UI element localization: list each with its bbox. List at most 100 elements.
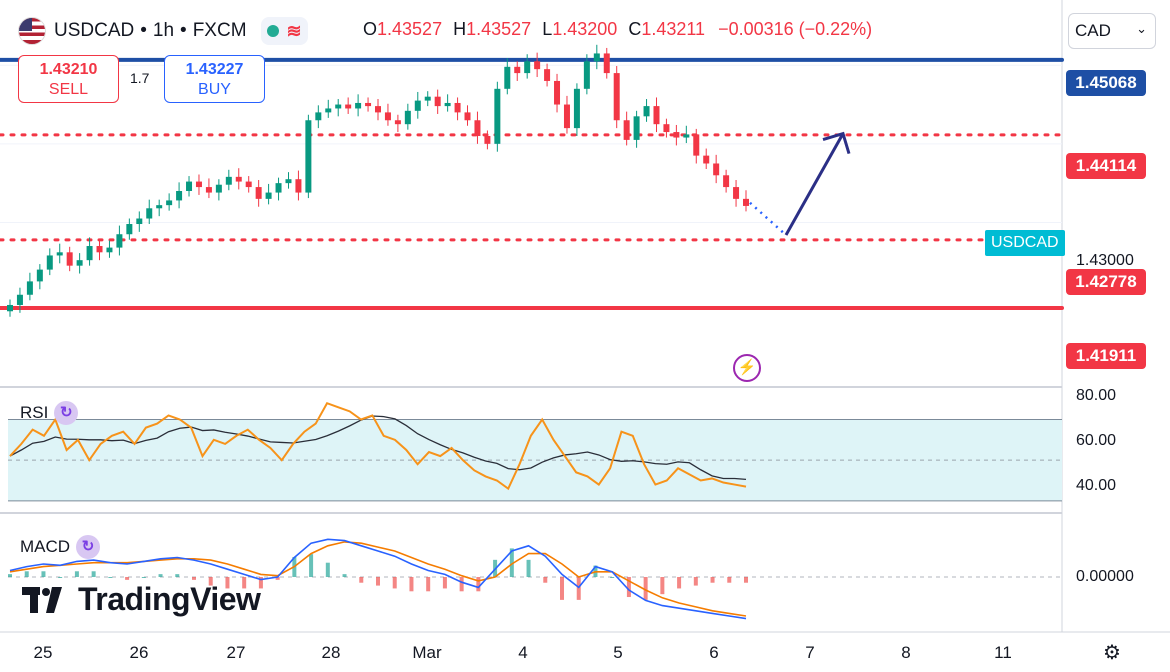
price-tick: 1.43000 [1076, 252, 1134, 269]
macd-histogram-bar [459, 577, 464, 592]
candle-body [633, 116, 640, 140]
candle-body [146, 208, 153, 219]
rsi-tick: 60.00 [1076, 432, 1117, 449]
symbol-name[interactable]: USDCAD [54, 20, 135, 41]
candle-body [534, 61, 541, 70]
buy-button[interactable]: 1.43227 BUY [164, 55, 265, 103]
candle-body [484, 135, 491, 144]
candle-body [713, 163, 720, 176]
candle-body [245, 181, 252, 188]
candle-body [703, 155, 710, 164]
candle-body [524, 61, 531, 74]
tradingview-logo-icon [22, 586, 62, 613]
candle-body [464, 112, 471, 121]
candle-body [136, 218, 143, 225]
macd-histogram-bar [576, 577, 581, 600]
candle-body [176, 191, 183, 201]
macd-legend[interactable]: MACD ↻ [20, 535, 101, 559]
candle-body [623, 120, 630, 140]
macd-histogram-bar [409, 577, 414, 592]
candle-body [46, 255, 53, 270]
price-label-blue-level[interactable]: 1.45068 [1066, 70, 1146, 96]
currency-select[interactable]: CAD ⌄ [1068, 13, 1156, 49]
time-tick: 6 [709, 643, 719, 662]
price-label-resistance[interactable]: 1.44114 [1066, 153, 1146, 179]
projection-arrow-head [822, 131, 851, 155]
low-label: L [542, 19, 553, 39]
open-label: O [363, 19, 378, 39]
price-label-low-level[interactable]: 1.41911 [1066, 343, 1146, 369]
macd-histogram-bar [610, 577, 615, 578]
macd-histogram-bar [342, 574, 347, 577]
candle-body [424, 96, 431, 101]
rsi-title: RSI [20, 403, 49, 422]
macd-histogram-bar [208, 577, 213, 586]
candle-body [504, 66, 511, 89]
change-value: −0.00316 (−0.22%) [718, 19, 873, 39]
market-status-pill[interactable]: ≋ [260, 17, 308, 45]
macd-title: MACD [20, 537, 71, 556]
candle-body [36, 269, 43, 282]
candle-body [186, 181, 193, 191]
candle-body [613, 73, 620, 121]
projection-dotted-line [749, 201, 787, 236]
macd-histogram-bar [108, 577, 113, 578]
candle-body [285, 179, 292, 184]
buy-price: 1.43227 [185, 61, 244, 78]
candle-body [733, 187, 740, 199]
macd-histogram-bar [258, 577, 263, 589]
settings-icon[interactable]: ⚙ [1103, 642, 1121, 664]
sell-button[interactable]: 1.43210 SELL [18, 55, 119, 103]
open-value: 1.43527 [377, 19, 443, 39]
macd-histogram-bar [626, 577, 631, 598]
rsi-line [9, 402, 747, 491]
candle-body [335, 104, 342, 109]
refresh-icon[interactable]: ↻ [76, 535, 101, 559]
lightning-icon[interactable]: ⚡ [733, 354, 761, 382]
macd-histogram-bar [125, 577, 130, 580]
candle-body [275, 183, 282, 193]
candle-body [225, 176, 232, 185]
candle-body [166, 200, 173, 206]
candle-body [16, 294, 23, 305]
macd-histogram-bar [677, 577, 682, 589]
candle-body [66, 252, 73, 266]
candle-body [474, 120, 481, 136]
chevron-down-icon: ⌄ [1136, 21, 1147, 36]
refresh-icon[interactable]: ↻ [54, 401, 79, 425]
candle-body [365, 102, 372, 107]
separator: • [180, 20, 187, 41]
sell-price: 1.43210 [39, 61, 98, 78]
macd-histogram-bar [660, 577, 665, 595]
macd-histogram-bar [242, 577, 247, 589]
tradingview-logo[interactable]: TradingView [22, 581, 261, 618]
high-label: H [453, 19, 467, 39]
symbol-header[interactable]: USDCAD • 1h • FXCM ≋ [18, 16, 308, 46]
us-flag-icon [18, 17, 46, 45]
candle-body [255, 187, 262, 199]
candle-body [673, 132, 680, 138]
candle-body [603, 53, 610, 74]
interval[interactable]: 1h [152, 20, 175, 41]
macd-histogram-bar [376, 577, 380, 586]
candle-body [315, 112, 322, 121]
candle-body [96, 246, 103, 253]
candle-body [156, 205, 163, 209]
macd-histogram-bar [225, 577, 230, 589]
time-tick: 4 [518, 643, 528, 662]
candle-body [514, 66, 521, 74]
time-tick: Mar [412, 643, 442, 662]
candle-body [375, 106, 381, 113]
candle-body [454, 102, 461, 113]
candle-body [544, 69, 551, 81]
buy-label: BUY [198, 81, 231, 98]
rsi-legend[interactable]: RSI ↻ [20, 401, 79, 425]
macd-tick: 0.00000 [1076, 568, 1134, 585]
price-label-support[interactable]: 1.42778 [1066, 269, 1146, 295]
spread-value: 1.7 [130, 70, 150, 86]
macd-histogram-bar [526, 559, 531, 577]
ohlc-readout: O1.43527 H1.43527 L1.43200 C1.43211 −0.0… [363, 19, 872, 40]
candle-body [305, 120, 312, 193]
candle-body [355, 102, 362, 109]
